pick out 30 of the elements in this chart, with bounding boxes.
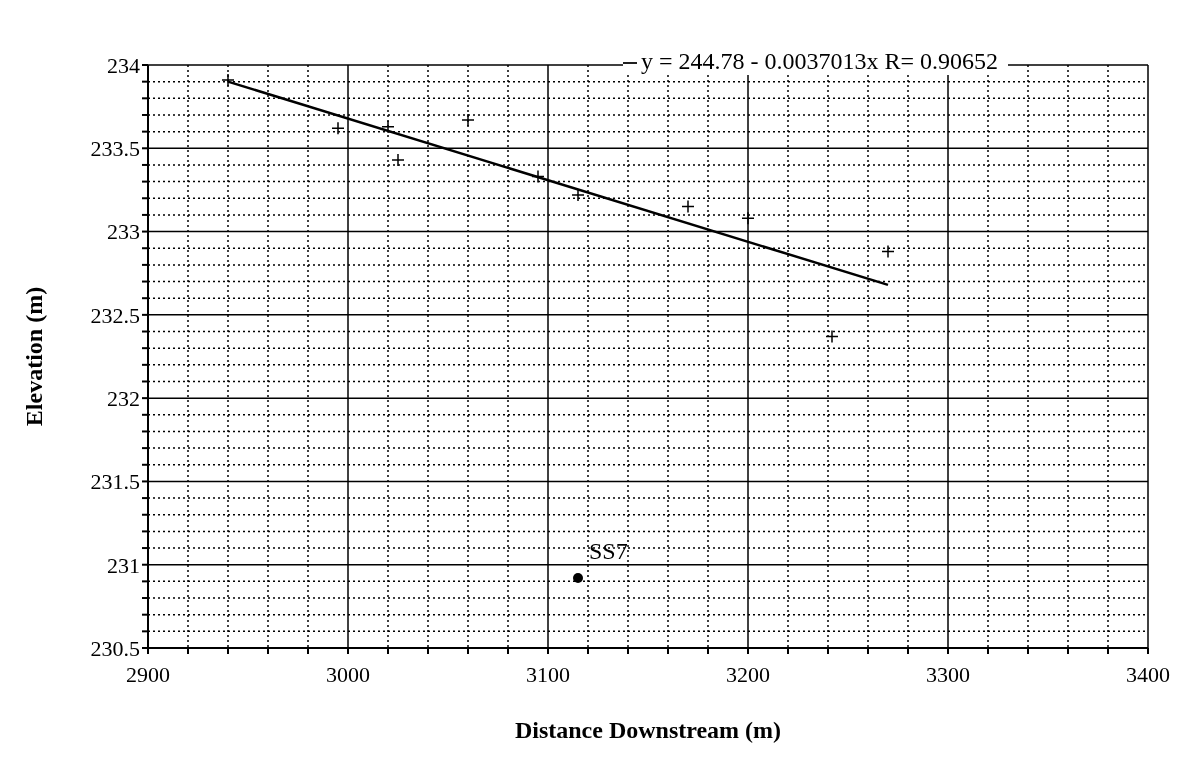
point [573,573,583,584]
x-tick-label: 3100 [526,661,570,687]
y-tick-label: 232 [107,385,140,411]
point [741,211,755,225]
y-tick-label: 231 [107,552,140,578]
x-tick-label: 3200 [726,661,770,687]
point [531,169,545,184]
x-tick-label: 3400 [1126,661,1170,687]
point [381,119,395,134]
point [331,121,345,136]
y-axis-title: Elevation (m) [20,286,47,427]
x-tick-label: 3000 [326,661,370,687]
legend-label: y = 244.78 - 0.0037013x R= 0.90652 [640,48,998,74]
x-tick-label: 3300 [926,661,970,687]
annotation: SS7 [589,538,628,565]
point [461,113,475,127]
point [221,73,235,87]
x-axis-title: Distance Downstream (m) [514,717,782,743]
x-tick-label: 2900 [126,661,170,687]
y-tick-label: 233.5 [90,136,140,162]
y-tick-label: 233 [107,219,140,245]
y-tick-label: 231.5 [90,469,140,495]
point [391,153,405,167]
y-tick-label: 232.5 [90,302,140,328]
y-tick-label: 234 [107,52,140,78]
point [681,199,695,214]
point [881,244,895,259]
y-tick-label: 230.5 [90,635,140,661]
point [825,329,839,344]
point [571,188,585,202]
